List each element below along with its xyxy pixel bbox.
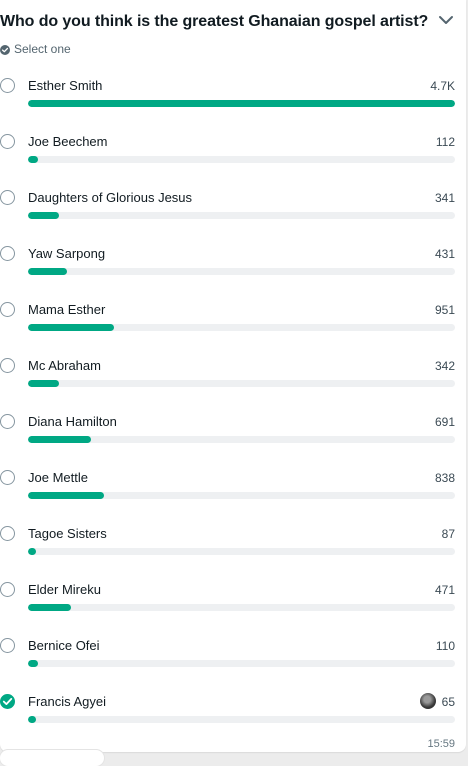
poll-option[interactable]: Tagoe Sisters 87 [0,526,460,574]
poll-option-progress-fill [28,100,455,107]
poll-option-vote-count[interactable]: 342 [434,359,455,373]
poll-option-progress-track [28,324,455,331]
poll-option-progress-fill [28,324,114,331]
poll-option-progress-fill [28,660,38,667]
poll-option-progress-track [28,492,455,499]
poll-option-label: Esther Smith [28,78,103,93]
poll-option-label: Elder Mireku [28,582,101,597]
poll-option-label: Francis Agyei [28,694,107,709]
poll-option-progress-fill [28,604,71,611]
poll-option-vote-count[interactable]: 4.7K [430,79,455,93]
poll-option-label: Mc Abraham [28,358,101,373]
poll-option-progress-track [28,548,455,555]
poll-option-vote-count[interactable]: 431 [434,247,455,261]
poll-option[interactable]: Yaw Sarpong 431 [0,246,460,294]
radio-button[interactable] [0,78,15,93]
poll-option-vote-count[interactable]: 65 [441,695,455,709]
poll-option-label: Diana Hamilton [28,414,117,429]
radio-button[interactable] [0,190,15,205]
reactions-bar[interactable] [0,750,104,766]
poll-option[interactable]: Bernice Ofei 110 [0,638,460,686]
poll-option[interactable]: Mama Esther 951 [0,302,460,350]
poll-option-vote-count[interactable]: 471 [434,583,455,597]
poll-option-progress-track [28,660,455,667]
poll-option-vote-count[interactable]: 110 [435,639,455,653]
poll-option-progress-fill [28,436,91,443]
poll-option-progress-fill [28,268,67,275]
radio-button[interactable] [0,302,15,317]
radio-checked-icon[interactable] [0,694,15,709]
poll-instructions: Select one [0,42,71,56]
poll-message-bubble: Who do you think is the greatest Ghanaia… [0,0,466,752]
poll-option[interactable]: Mc Abraham 342 [0,358,460,406]
chevron-down-icon[interactable] [436,10,456,30]
poll-option-vote-count[interactable]: 341 [434,191,455,205]
poll-option-label: Yaw Sarpong [28,246,106,261]
radio-button[interactable] [0,134,15,149]
poll-question: Who do you think is the greatest Ghanaia… [0,13,429,30]
radio-button[interactable] [0,582,15,597]
poll-option-progress-track [28,100,455,107]
radio-button[interactable] [0,638,15,653]
radio-button[interactable] [0,358,15,373]
poll-option-label: Daughters of Glorious Jesus [28,190,193,205]
radio-button[interactable] [0,526,15,541]
poll-option-label: Tagoe Sisters [28,526,107,541]
poll-option-vote-count[interactable]: 87 [441,527,455,541]
poll-option-progress-fill [28,548,36,555]
poll-option[interactable]: Joe Mettle 838 [0,470,460,518]
poll-option-progress-track [28,716,455,723]
poll-option-progress-track [28,604,455,611]
poll-option-progress-fill [28,212,59,219]
poll-option-vote-count[interactable]: 951 [434,303,455,317]
poll-option-vote-count[interactable]: 112 [435,135,455,149]
poll-option-progress-fill [28,492,104,499]
poll-option[interactable]: Joe Beechem 112 [0,134,460,182]
poll-option-label: Bernice Ofei [28,638,100,653]
poll-option[interactable]: Elder Mireku 471 [0,582,460,630]
poll-option-progress-track [28,380,455,387]
radio-button[interactable] [0,414,15,429]
poll-option[interactable]: Esther Smith 4.7K [0,78,460,126]
poll-subtitle: Select one [14,42,71,56]
poll-option-progress-fill [28,156,38,163]
poll-option-progress-fill [28,716,36,723]
message-timestamp: 15:59 [427,738,455,750]
poll-option-label: Mama Esther [28,302,106,317]
poll-option-label: Joe Beechem [28,134,108,149]
poll-option-progress-fill [28,380,59,387]
check-circle-icon [0,44,10,55]
radio-button[interactable] [0,246,15,261]
poll-option-progress-track [28,436,455,443]
radio-button[interactable] [0,470,15,485]
voter-avatar[interactable] [420,693,436,709]
poll-option-progress-track [28,156,455,163]
poll-option[interactable]: Diana Hamilton 691 [0,414,460,462]
poll-option-vote-count[interactable]: 691 [434,415,455,429]
poll-option-progress-track [28,212,455,219]
poll-option[interactable]: Francis Agyei 65 [0,693,460,742]
poll-option-progress-track [28,268,455,275]
poll-option[interactable]: Daughters of Glorious Jesus 341 [0,190,460,238]
poll-option-label: Joe Mettle [28,470,88,485]
poll-option-vote-count[interactable]: 838 [434,471,455,485]
